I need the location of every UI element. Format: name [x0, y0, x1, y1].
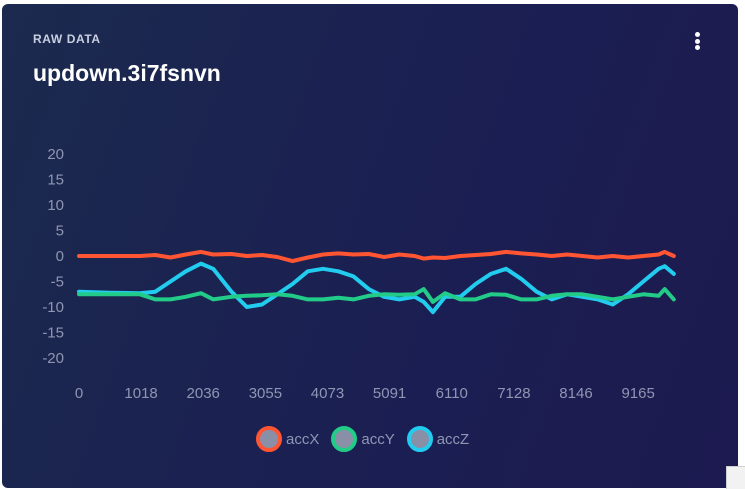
- y-tick-label: -15: [42, 325, 64, 342]
- x-tick-label: 8146: [559, 385, 592, 402]
- chart-legend: accX accY accZ: [256, 424, 481, 454]
- y-tick-label: 10: [47, 197, 64, 214]
- resize-corner: [726, 466, 745, 489]
- card-title: updown.3i7fsnvn: [33, 60, 221, 86]
- legend-label: accX: [286, 430, 320, 448]
- y-tick-label: -20: [42, 350, 64, 367]
- x-tick-label: 4073: [311, 385, 344, 402]
- legend-label: accZ: [436, 430, 470, 448]
- legend-swatch-icon: [256, 426, 282, 452]
- y-tick-label: 20: [47, 146, 64, 163]
- legend-swatch-icon: [406, 426, 433, 452]
- series-line-accX: [77, 249, 676, 264]
- legend-item-accZ[interactable]: accZ: [406, 426, 470, 452]
- legend-item-accY[interactable]: accY: [331, 426, 395, 452]
- y-tick-label: 15: [47, 172, 64, 189]
- legend-item-accX[interactable]: accX: [256, 426, 319, 452]
- more-vertical-icon[interactable]: [690, 30, 704, 52]
- x-tick-label: 9165: [621, 385, 654, 402]
- x-tick-label: 0: [75, 385, 83, 402]
- card-eyebrow: RAW DATA: [33, 32, 101, 46]
- x-tick-label: 3055: [249, 385, 282, 402]
- x-tick-label: 1018: [124, 385, 157, 402]
- legend-swatch-icon: [331, 426, 358, 452]
- series-line-accY: [77, 287, 676, 304]
- series-line-accZ: [77, 261, 676, 315]
- y-tick-label: 0: [56, 248, 64, 265]
- legend-label: accY: [361, 430, 395, 448]
- x-tick-label: 5091: [373, 385, 406, 402]
- x-tick-label: 7128: [497, 385, 530, 402]
- y-tick-label: -5: [51, 274, 64, 291]
- x-tick-label: 2036: [187, 385, 220, 402]
- x-tick-label: 6110: [436, 385, 468, 402]
- y-tick-label: -10: [42, 299, 64, 316]
- y-tick-label: 5: [56, 223, 64, 240]
- raw-data-card: RAW DATA updown.3i7fsnvn: [2, 4, 738, 488]
